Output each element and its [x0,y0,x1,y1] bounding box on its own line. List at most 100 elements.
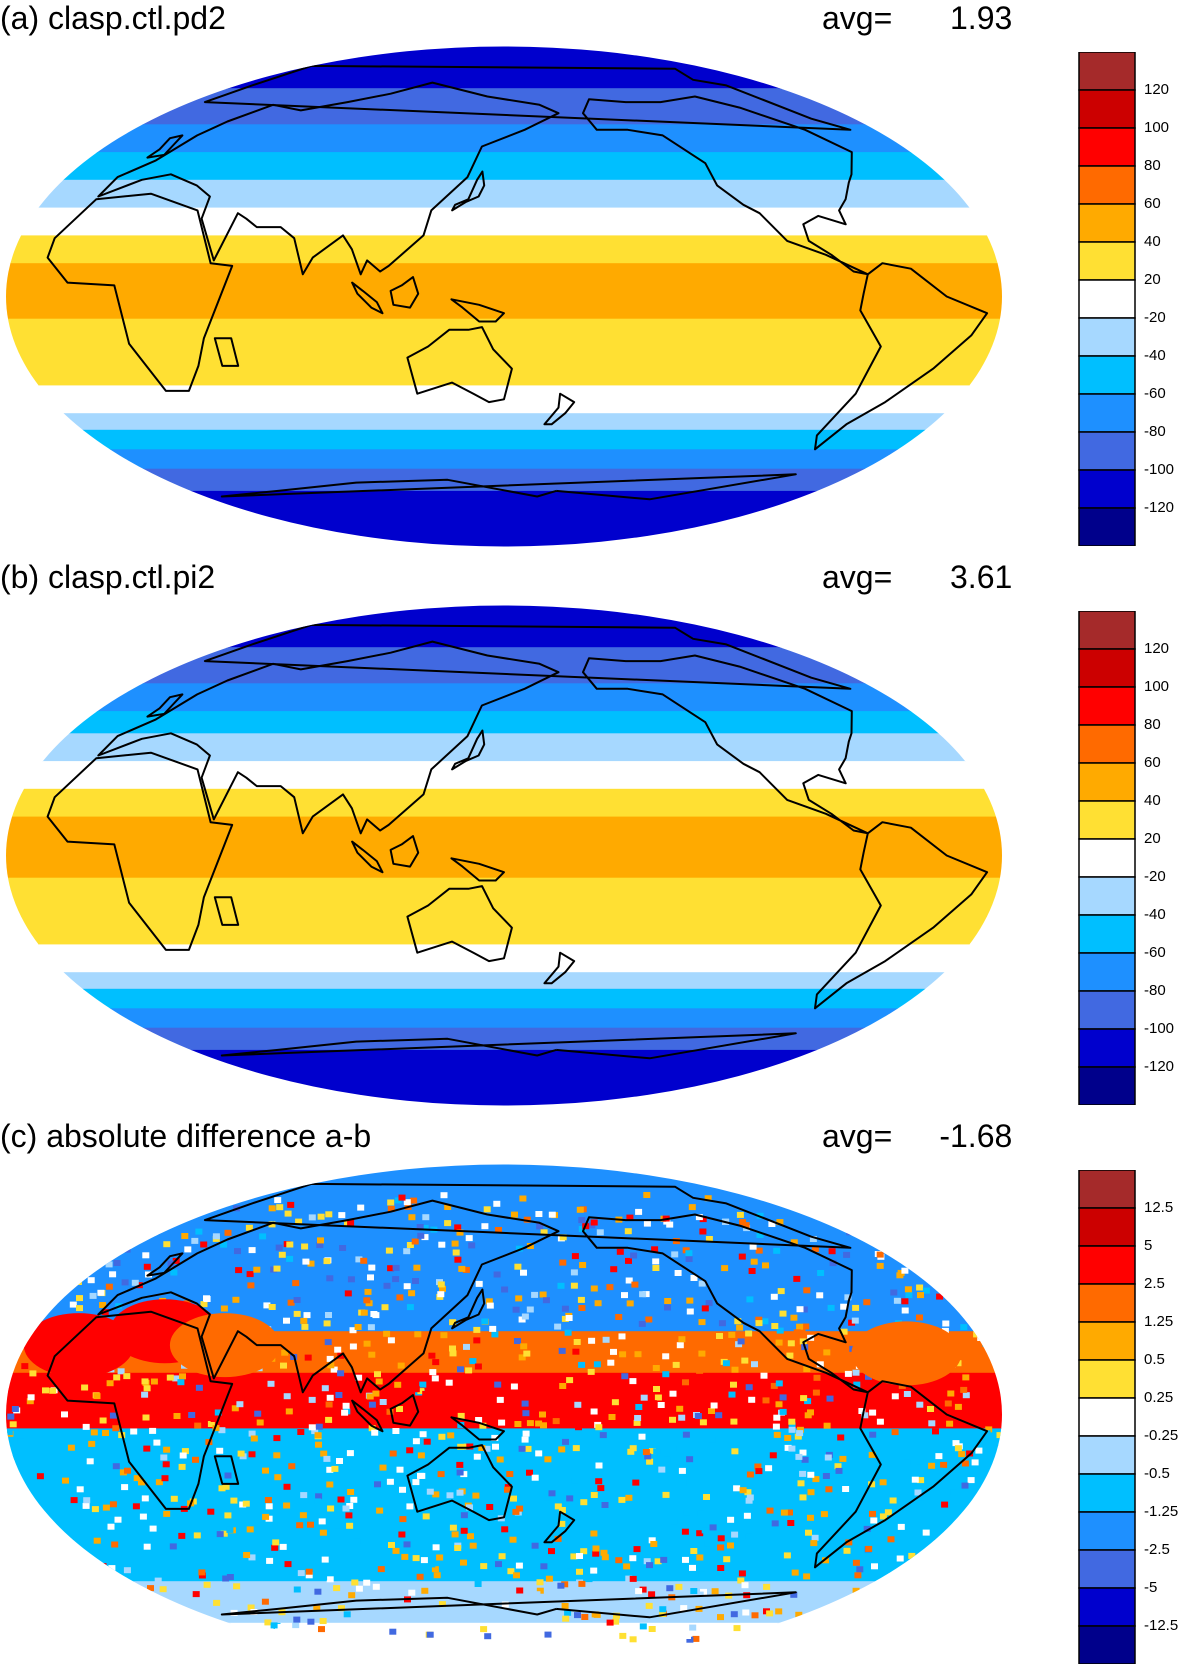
field-cell [36,1473,44,1480]
field-cell [259,1233,267,1240]
field-cell [437,1281,445,1288]
field-cell [526,1306,534,1313]
field-cell [264,1619,272,1626]
field-cell [901,1307,909,1314]
field-cell [423,1438,431,1445]
field-cell [283,1483,291,1490]
field-cell [82,1502,90,1509]
field-cell [326,1481,334,1488]
field-cell [15,1535,23,1542]
field-cell [21,1509,29,1516]
coastlines [46,1182,989,1619]
colorbar-swatch [1078,317,1136,357]
field-cell [694,1413,702,1419]
field-cell [535,1211,543,1217]
field-cell [928,1462,936,1469]
field-cell [473,1326,481,1333]
field-cell [218,1485,226,1492]
field-cell [536,1579,544,1586]
field-cell [280,1362,287,1369]
field-cell [368,1401,376,1408]
field-cell [889,1497,897,1504]
field-cell [493,1271,501,1278]
field-cell [410,1197,418,1204]
latitude-band [6,263,1002,320]
field-cell [414,1331,422,1338]
field-cell [331,1465,339,1472]
field-cell [50,1591,58,1598]
field-cell [634,1351,642,1358]
colorbar-label: -100 [1144,1020,1175,1037]
field-cell [281,1349,289,1356]
field-cell [230,1497,238,1504]
field-cell [607,1359,615,1366]
field-cell [192,1591,200,1598]
field-cell [633,1419,641,1426]
field-cell [112,1425,120,1432]
field-cell [363,1340,371,1347]
field-cell [742,1609,750,1616]
field-cell [83,1497,91,1504]
colorbar-label: -20 [1144,309,1166,326]
field-cell [768,1221,776,1227]
field-cell [666,1585,674,1592]
coast-new-guinea [450,298,505,323]
field-cell [575,1424,582,1431]
field-cell [133,1475,141,1482]
field-cell [366,1393,374,1400]
field-cell [907,1631,914,1638]
field-cell [235,1267,243,1274]
field-cell [954,1403,962,1410]
field-cell [485,1298,493,1305]
field-cell [810,1540,818,1547]
field-cell [780,1509,788,1516]
field-cell [924,1268,932,1275]
field-cell [220,1530,228,1537]
latitude-band [6,711,1002,734]
field-cell [76,1305,83,1312]
field-cell [248,1554,256,1561]
colorbar-swatch [1078,648,1136,688]
field-cell [762,1262,769,1269]
field-cell [436,1554,444,1561]
field-cell [102,1606,110,1613]
field-cell [97,1581,105,1588]
colorbar-swatch [1078,724,1136,764]
field-cell [514,1263,522,1270]
field-cell [570,1282,578,1289]
field-cell [846,1229,854,1236]
field-cell [733,1625,741,1632]
field-cell [794,1433,802,1440]
field-cell [243,1552,251,1558]
field-cell [265,1503,273,1510]
field-cell [932,1551,940,1558]
field-cell [891,1393,899,1400]
field-cell [905,1292,913,1299]
field-cell [961,1482,969,1489]
field-cell [650,1541,658,1547]
colorbar-label: 80 [1144,157,1161,174]
field-cell [102,1430,109,1436]
field-cell [977,1329,985,1336]
field-cell [267,1380,275,1387]
field-cell [908,1552,916,1559]
field-cell [731,1531,739,1538]
field-cell [103,1600,111,1607]
field-cell [717,1535,725,1542]
field-cell [300,1492,308,1499]
field-cell [570,1553,578,1560]
latitude-band [6,1233,1002,1304]
field-cell [429,1369,437,1376]
field-cell [779,1310,787,1317]
field-cell [884,1583,892,1590]
field-cell [106,1380,114,1387]
field-cell [822,1473,830,1479]
field-cell [870,1517,878,1524]
field-cell [200,1241,208,1248]
field-cell [876,1251,884,1258]
field-cell [422,1214,430,1221]
colorbar-label: 2.5 [1144,1275,1165,1292]
field-cell [318,1626,325,1633]
field-cell [625,1575,633,1582]
field-cell [840,1303,848,1310]
